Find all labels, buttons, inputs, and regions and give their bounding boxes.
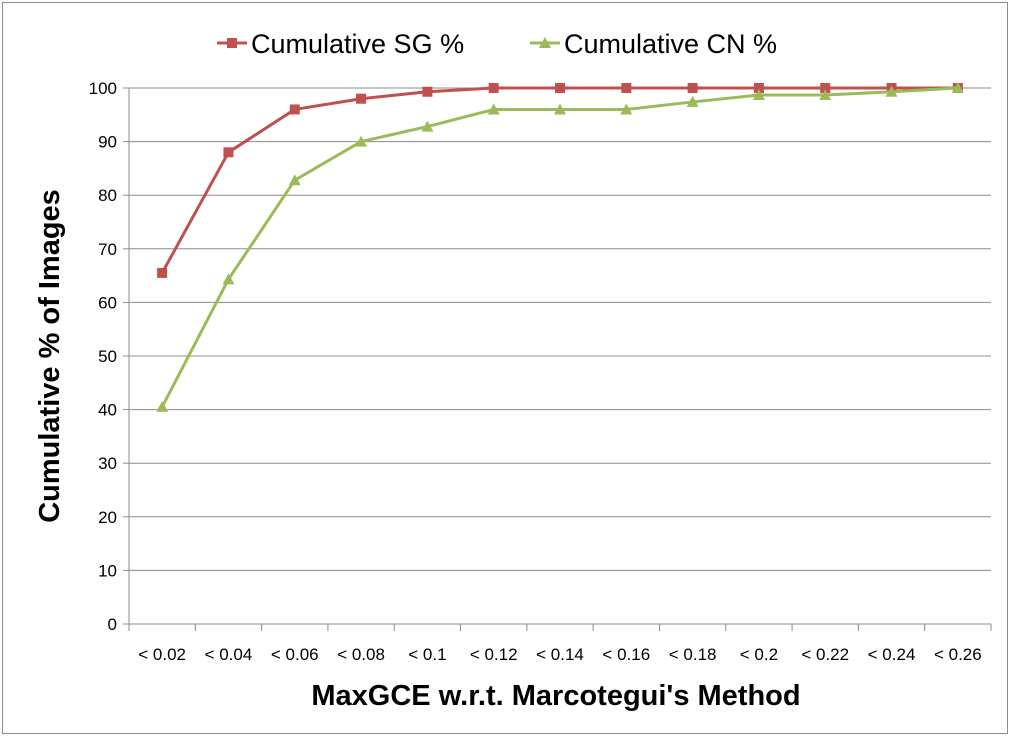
y-axis-label: Cumulative % of Images	[34, 189, 66, 523]
x-tick-label: < 0.02	[138, 645, 186, 664]
data-point	[687, 83, 698, 93]
y-tick-label: 100	[89, 79, 117, 98]
x-tick-label: < 0.22	[801, 645, 849, 664]
data-point	[819, 88, 832, 100]
x-tick-label: < 0.04	[205, 645, 253, 664]
data-point	[422, 86, 433, 97]
x-tick-label: < 0.12	[470, 645, 518, 664]
axes	[123, 87, 992, 631]
x-tick-label: < 0.1	[408, 645, 446, 664]
data-point	[288, 174, 301, 186]
data-point	[223, 147, 234, 158]
y-tick-label: 40	[98, 401, 117, 420]
data-point	[356, 93, 367, 104]
data-point	[620, 103, 633, 115]
data-point	[621, 83, 632, 93]
x-tick-label: < 0.26	[934, 645, 982, 664]
data-point	[487, 103, 500, 115]
data-point	[222, 273, 235, 285]
data-point	[289, 104, 300, 115]
y-tick-label: 60	[98, 293, 117, 312]
x-tick-label: < 0.16	[602, 645, 650, 664]
legend-item: Cumulative CN %	[530, 29, 777, 59]
series-1	[157, 83, 963, 278]
y-tick-label: 50	[98, 347, 117, 366]
data-point	[554, 103, 566, 115]
x-tick-label: < 0.08	[337, 645, 385, 664]
x-axis-label: MaxGCE w.r.t. Marcotegui's Method	[311, 680, 800, 712]
series-2	[156, 82, 964, 412]
y-tick-label: 0	[108, 615, 117, 634]
data-point	[686, 95, 699, 107]
y-tick-label: 10	[98, 561, 117, 580]
gridlines	[129, 87, 991, 571]
legend-marker	[539, 37, 551, 48]
data-point	[753, 83, 764, 93]
y-tick-label: 80	[98, 186, 117, 205]
data-point	[555, 83, 565, 93]
series-line	[160, 86, 958, 408]
data-point	[355, 135, 368, 147]
x-tick-label: < 0.18	[669, 645, 717, 664]
data-point	[156, 400, 169, 412]
data-point	[951, 82, 964, 93]
y-tick-label: 30	[98, 454, 117, 473]
data-point	[752, 88, 765, 100]
y-tick-labels: 0 10 20 30 40 50 60 70 80 90 100	[89, 79, 117, 634]
legend-label: Cumulative CN %	[564, 29, 777, 59]
y-tick-label: 70	[98, 240, 117, 259]
x-tick-label: < 0.14	[536, 645, 584, 664]
data-point	[885, 85, 898, 97]
legend: Cumulative SG % Cumulative CN %	[217, 29, 777, 59]
data-point	[157, 267, 168, 278]
x-tick-label: < 0.2	[740, 645, 778, 664]
legend-marker	[227, 38, 237, 48]
legend-item: Cumulative SG %	[217, 29, 464, 59]
data-point	[488, 83, 499, 93]
x-tick-label: < 0.06	[271, 645, 319, 664]
data-point	[820, 83, 831, 93]
legend-label: Cumulative SG %	[251, 29, 464, 59]
y-tick-label: 90	[98, 133, 117, 152]
x-tick-label: < 0.24	[868, 645, 916, 664]
y-tick-label: 20	[98, 508, 117, 527]
x-tick-labels: < 0.02 < 0.04 < 0.06 < 0.08 < 0.1 < 0.12 < 0.1…	[138, 645, 981, 664]
series	[156, 82, 964, 412]
data-point	[421, 120, 434, 132]
series-line	[160, 86, 958, 274]
